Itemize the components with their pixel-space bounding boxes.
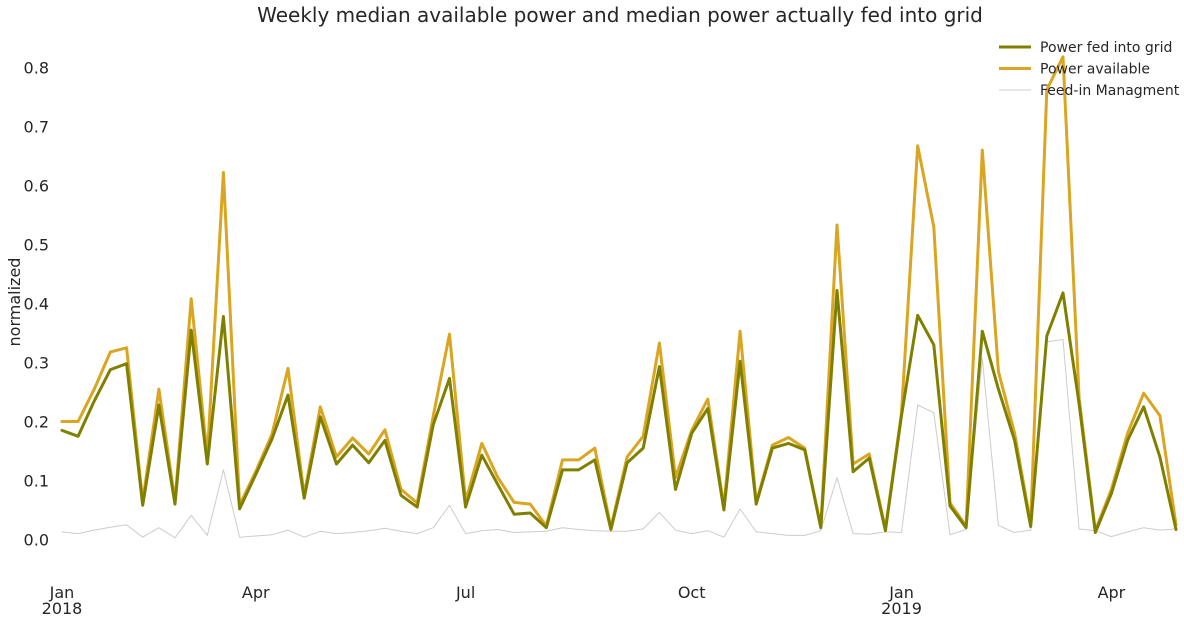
y-tick-label: 0.0 xyxy=(24,531,49,550)
series-line-power-available xyxy=(60,55,1178,533)
legend: Power fed into grid Power available Feed-i… xyxy=(999,40,1180,99)
y-tick-label: 0.1 xyxy=(24,472,49,491)
chart-series xyxy=(60,55,1178,539)
y-tick-label: 0.7 xyxy=(24,117,49,136)
x-tick-label: Jan xyxy=(49,583,75,602)
x-tick-sublabel: 2018 xyxy=(42,599,83,618)
y-tick-label: 0.6 xyxy=(24,176,49,195)
x-tick-label: Oct xyxy=(678,583,706,602)
series-line-feed-in-managment xyxy=(61,339,1177,539)
y-tick-label: 0.8 xyxy=(24,58,49,77)
y-tick-label: 0.4 xyxy=(24,295,49,314)
x-tick-label: Apr xyxy=(1098,583,1126,602)
y-tick-label: 0.3 xyxy=(24,354,49,373)
legend-label-power-fed-into-grid: Power fed into grid xyxy=(1040,40,1172,56)
x-tick-label: Apr xyxy=(242,583,270,602)
y-tick-label: 0.2 xyxy=(24,413,49,432)
legend-label-power-available: Power available xyxy=(1040,62,1150,78)
series-line-power-fed-into-grid xyxy=(60,289,1178,534)
chart-title: Weekly median available power and median… xyxy=(257,3,983,27)
x-tick-label: Jul xyxy=(455,583,475,602)
x-tick-label: Jan xyxy=(888,583,914,602)
x-tick-sublabel: 2019 xyxy=(881,599,922,618)
y-tick-label: 0.5 xyxy=(24,235,49,254)
y-axis-label: normalized xyxy=(5,258,24,347)
legend-label-feed-in-managment: Feed-in Managment xyxy=(1040,83,1180,99)
y-axis-ticks: 0.0 0.1 0.2 0.3 0.4 0.5 0.6 0.7 0.8 xyxy=(24,58,49,549)
